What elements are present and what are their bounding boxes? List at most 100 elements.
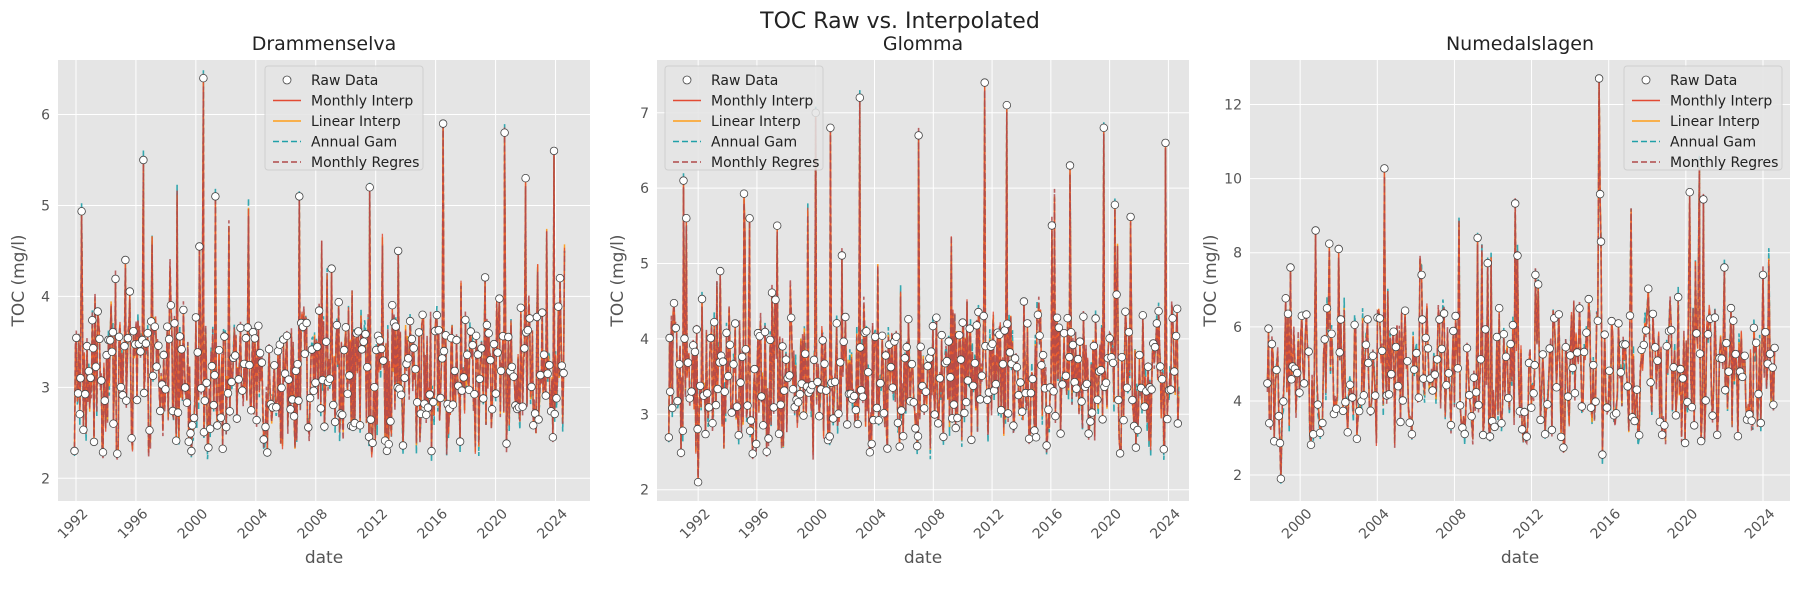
raw-data-point <box>809 355 819 365</box>
raw-data-point <box>939 432 948 442</box>
x-tick-label: 1996 <box>115 506 152 543</box>
raw-data-point <box>1091 314 1100 323</box>
raw-data-point <box>883 444 892 453</box>
raw-data-point <box>832 319 841 328</box>
raw-data-point <box>1540 430 1550 439</box>
raw-data-point <box>1533 280 1543 289</box>
raw-data-point <box>1265 419 1274 428</box>
raw-data-point <box>455 437 465 446</box>
raw-data-point <box>692 325 701 334</box>
raw-data-point <box>536 370 545 380</box>
raw-data-point <box>874 416 883 425</box>
raw-data-point <box>1026 388 1036 398</box>
raw-data-point <box>139 388 149 398</box>
raw-data-point <box>1073 354 1083 364</box>
raw-data-point <box>1172 304 1182 313</box>
raw-data-point <box>325 374 334 383</box>
raw-data-point <box>1066 328 1076 337</box>
raw-data-point <box>466 327 475 336</box>
raw-data-point <box>1586 403 1596 412</box>
raw-data-point <box>95 334 104 344</box>
raw-data-point <box>1451 311 1460 321</box>
raw-data-point <box>1325 239 1334 248</box>
raw-data-point <box>1662 342 1671 351</box>
raw-data-point <box>1621 340 1630 349</box>
raw-data-point <box>184 437 193 446</box>
raw-data-point <box>1768 363 1777 372</box>
raw-data-point <box>1038 350 1048 360</box>
raw-data-point <box>257 358 267 367</box>
raw-data-point <box>523 326 533 335</box>
raw-data-point <box>1405 418 1414 427</box>
raw-data-point <box>397 390 406 399</box>
raw-data-point <box>88 344 98 353</box>
raw-data-point <box>204 443 213 452</box>
raw-data-point <box>1159 445 1168 454</box>
raw-data-point <box>438 119 448 128</box>
raw-data-point <box>1623 382 1632 391</box>
x-tick-label: 2020 <box>1089 506 1126 543</box>
raw-data-point <box>1701 396 1710 405</box>
raw-data-point <box>1543 400 1552 409</box>
raw-data-point <box>209 400 218 410</box>
raw-data-point <box>1556 432 1566 442</box>
raw-data-point <box>1336 315 1345 324</box>
raw-data-point <box>150 322 159 331</box>
raw-data-point <box>1554 310 1563 319</box>
y-tick-label: 8 <box>1233 246 1242 262</box>
raw-data-point <box>1168 314 1177 323</box>
raw-data-point <box>718 357 728 366</box>
raw-data-point <box>668 403 677 413</box>
x-tick-label: 2012 <box>355 506 392 543</box>
raw-data-point <box>516 303 525 312</box>
raw-data-point <box>1017 407 1027 416</box>
raw-data-point <box>1419 374 1428 383</box>
raw-data-point <box>365 183 374 192</box>
raw-data-point <box>305 393 315 403</box>
raw-data-point <box>263 448 272 457</box>
raw-data-point <box>736 378 745 387</box>
raw-data-point <box>1575 304 1584 313</box>
x-tick-label: 1992 <box>55 506 92 543</box>
raw-data-point <box>213 421 222 430</box>
raw-data-point <box>871 332 880 342</box>
legend: Raw Data Monthly Interp Linear Interp Annua… <box>664 65 824 171</box>
raw-data-point <box>1264 324 1273 333</box>
raw-data-point <box>946 373 955 382</box>
raw-data-point <box>872 403 882 413</box>
raw-data-point <box>1506 339 1515 349</box>
y-tick-label: 2 <box>640 483 649 499</box>
x-tick-label: 2024 <box>1147 506 1184 543</box>
raw-data-point <box>879 409 889 418</box>
raw-data-point <box>776 400 785 409</box>
raw-data-point <box>255 349 265 358</box>
raw-data-point <box>202 378 211 388</box>
raw-data-point <box>745 426 755 435</box>
raw-data-point <box>1639 340 1648 350</box>
raw-data-point <box>270 361 279 370</box>
raw-data-point <box>280 369 290 378</box>
raw-data-point <box>1122 383 1132 392</box>
raw-data-point <box>277 383 286 392</box>
raw-data-point <box>105 336 115 345</box>
raw-data-point <box>504 332 513 342</box>
raw-data-point <box>518 402 527 411</box>
raw-data-point <box>1754 389 1763 399</box>
raw-data-point <box>1483 258 1492 268</box>
raw-data-point <box>1428 386 1437 395</box>
raw-data-point <box>225 407 234 416</box>
raw-data-point <box>293 360 302 369</box>
x-tick-label: 2024 <box>534 506 571 543</box>
raw-data-point <box>186 429 195 438</box>
raw-data-point <box>1669 363 1678 372</box>
raw-data-point <box>731 319 740 328</box>
raw-data-point <box>500 128 509 137</box>
raw-data-point <box>1676 364 1685 374</box>
raw-data-point <box>77 207 86 216</box>
y-tick-label: 2 <box>41 471 50 487</box>
raw-data-point <box>121 255 130 265</box>
legend-label: Annual Gam <box>1670 135 1756 151</box>
raw-data-point <box>1600 330 1609 339</box>
raw-data-point <box>132 395 142 405</box>
raw-data-point <box>313 342 322 352</box>
